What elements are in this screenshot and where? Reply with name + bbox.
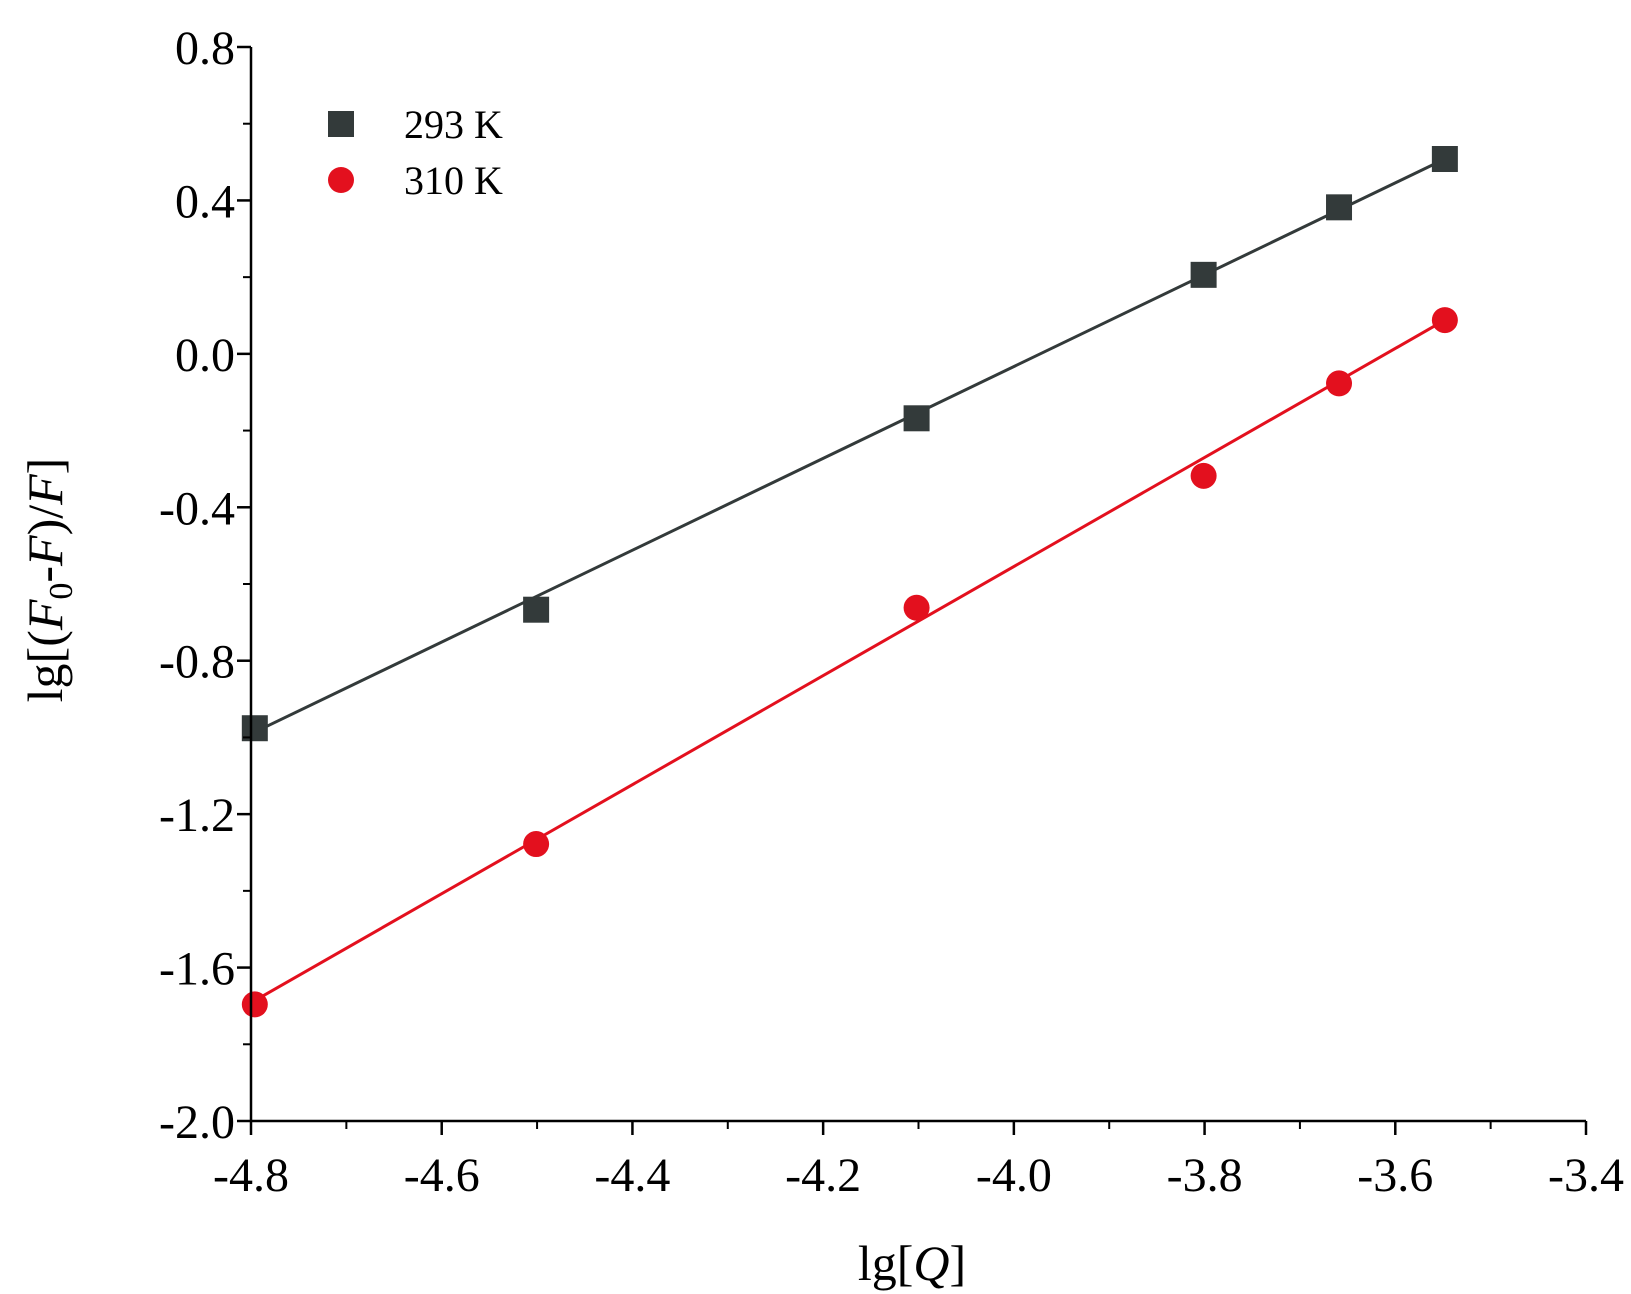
- x-tick-label: -3.8: [1167, 1149, 1243, 1202]
- legend: 293 K 310 K: [328, 102, 503, 203]
- legend-label-293k: 293 K: [404, 102, 503, 147]
- axes: -4.8 -4.6 -4.4 -4.2 -4.0 -3.8 -3.6 -3.4 0.8 0.4 0.…: [159, 22, 1624, 1202]
- fit-line-293k: [254, 157, 1446, 734]
- data-point-310k: [523, 831, 550, 858]
- data-point-293k: [903, 405, 930, 432]
- y-tick-label: -1.2: [159, 789, 235, 842]
- x-tick-label: -3.4: [1548, 1149, 1624, 1202]
- y-tick-label: 0.8: [175, 22, 235, 75]
- data-point-293k: [1326, 194, 1353, 221]
- y-tick-label: 0.0: [175, 329, 235, 382]
- legend-marker-293k: [328, 111, 354, 137]
- data-point-310k: [1190, 462, 1217, 489]
- x-tick-label: -4.0: [976, 1149, 1052, 1202]
- x-tick-label: -4.6: [404, 1149, 480, 1202]
- x-tick-label: -4.2: [785, 1149, 861, 1202]
- data-point-293k: [1431, 146, 1458, 173]
- y-tick-label: -1.6: [159, 943, 235, 996]
- y-tick-label: 0.4: [175, 175, 235, 228]
- y-tick-label: -0.8: [159, 636, 235, 689]
- legend-label-310k: 310 K: [404, 158, 503, 203]
- legend-marker-310k: [328, 167, 354, 193]
- x-tick-label: -4.8: [213, 1149, 289, 1202]
- y-axis-title: lg[(F0-F)/F]: [17, 458, 80, 703]
- x-tick-label: -4.4: [594, 1149, 670, 1202]
- x-axis-title: lg[Q]: [858, 1235, 966, 1291]
- data-point-310k: [903, 594, 930, 621]
- plot-area: [241, 146, 1458, 1018]
- data-point-310k: [1431, 307, 1458, 334]
- data-point-310k: [1326, 370, 1353, 397]
- data-point-310k: [241, 991, 268, 1018]
- fit-line-310k: [254, 318, 1446, 1002]
- y-tick-label: -2.0: [159, 1096, 235, 1149]
- y-tick-label: -0.4: [159, 482, 235, 535]
- data-point-293k: [1190, 261, 1217, 288]
- x-tick-label: -3.6: [1357, 1149, 1433, 1202]
- data-point-293k: [523, 596, 550, 623]
